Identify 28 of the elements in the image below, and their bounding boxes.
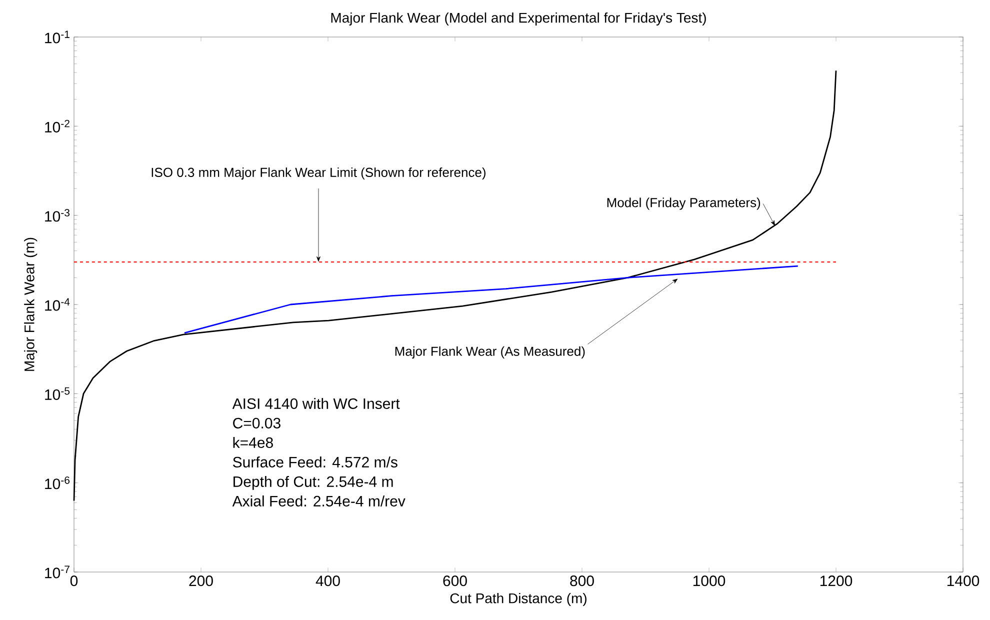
ref-line-label: ISO 0.3 mm Major Flank Wear Limit (Shown for reference) <box>152 167 486 180</box>
y-tick-label: 10$^{-3}$ <box>45 209 70 222</box>
annotation: Surface Feed: 4.572 m/s <box>233 456 398 468</box>
y-axis-title: Major Flank Wear (m) <box>24 238 38 371</box>
annotation: k=4e8 <box>233 436 273 448</box>
line-series <box>184 265 799 334</box>
x-tick-label: 1000 <box>693 576 726 586</box>
y-tick-label: 10$^{-2}$ <box>45 120 70 133</box>
x-tick-label: 0 <box>70 576 78 586</box>
text: Major Flank Wear (As Measured) <box>395 346 585 359</box>
annotation: Depth of Cut: 2.54e-4 m <box>234 476 393 490</box>
y-tick-label: 10$^{-4}$ <box>45 298 70 311</box>
x-tick-label: 1400 <box>947 576 980 586</box>
x-tick-label: 600 <box>443 576 467 586</box>
series-label: Model (Friday Parameters) <box>607 198 760 210</box>
x-tick-label: 800 <box>570 576 594 586</box>
chart-title: Major Flank Wear (Model and Experimental for Friday's Test) <box>331 12 706 26</box>
annotation: C=0.03 <box>233 418 280 428</box>
y-tick-label: 10$^{-7}$ <box>45 566 70 578</box>
x-tick-label: 400 <box>316 576 340 586</box>
x-axis-title: Cut Path Distance (m) <box>450 592 586 606</box>
annotation: AISI 4140 with WC Insert <box>232 398 400 409</box>
x-tick-label: 200 <box>189 576 213 586</box>
annotation: Axial Feed: 2.54e-4 m/rev <box>232 495 406 506</box>
x-tick-label: 1200 <box>820 576 852 586</box>
y-tick-label: 10$^{-5}$ <box>45 387 70 400</box>
y-tick-label: 10$^{-6}$ <box>45 476 70 490</box>
y-tick-label: 10$^{-1}$ <box>45 30 70 44</box>
